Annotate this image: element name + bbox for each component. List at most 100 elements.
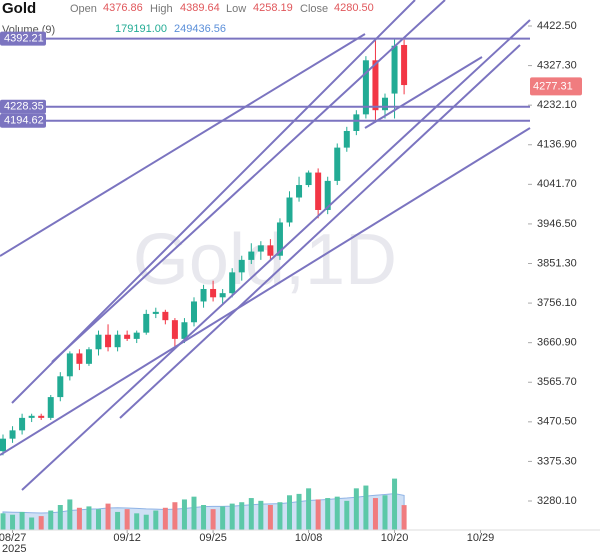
trend-line bbox=[364, 56, 483, 129]
volume-bar bbox=[19, 511, 25, 530]
candle-body bbox=[315, 172, 322, 210]
y-tick-label: 3946.50 bbox=[537, 218, 577, 230]
volume-bar bbox=[229, 503, 235, 530]
level-badge bbox=[0, 31, 46, 46]
candle-body bbox=[381, 97, 388, 111]
volume-bar bbox=[67, 499, 73, 530]
candle-body bbox=[133, 332, 140, 339]
candle-body bbox=[162, 311, 169, 321]
volume-bar bbox=[115, 511, 121, 530]
candle-body bbox=[401, 44, 408, 86]
volume-bar bbox=[38, 516, 44, 530]
volume-bar bbox=[210, 509, 216, 530]
legend-value: 4389.64 bbox=[180, 2, 220, 14]
candle-body bbox=[124, 334, 131, 339]
trend-line bbox=[0, 33, 366, 257]
volume-bar bbox=[277, 502, 283, 530]
plot bbox=[0, 39, 408, 531]
volume-bar bbox=[306, 488, 312, 530]
volume-bar bbox=[248, 498, 254, 530]
legend-value: 4280.50 bbox=[334, 2, 374, 14]
volume-bar bbox=[363, 485, 369, 530]
level-badge bbox=[0, 99, 46, 114]
candle-body bbox=[66, 353, 73, 377]
volume-bar bbox=[201, 505, 207, 530]
volume-bar bbox=[0, 513, 6, 530]
candle-body bbox=[181, 322, 188, 339]
candle-body bbox=[38, 415, 45, 418]
candle-body bbox=[372, 60, 379, 111]
candle-body bbox=[19, 417, 26, 431]
level-label: 4392.21 bbox=[4, 32, 44, 44]
x-tick-label: 10/08 bbox=[295, 532, 323, 544]
volume-bar bbox=[239, 502, 245, 530]
candle-body bbox=[334, 147, 341, 181]
volume-bar bbox=[86, 506, 92, 530]
volume-bar bbox=[401, 505, 407, 530]
candle-body bbox=[0, 438, 6, 452]
volume-bar bbox=[143, 514, 149, 530]
y-tick-label: 4136.90 bbox=[537, 139, 577, 151]
volume-bar bbox=[334, 496, 340, 530]
candle-body bbox=[190, 301, 197, 323]
volume-bar bbox=[296, 493, 302, 530]
y-tick-label: 3470.50 bbox=[537, 416, 577, 428]
volume-bar bbox=[392, 478, 398, 530]
volume-bar bbox=[372, 498, 378, 530]
volume-bar bbox=[134, 513, 140, 530]
volume-bar bbox=[124, 509, 130, 530]
candle-body bbox=[200, 288, 207, 302]
candle-body bbox=[171, 320, 178, 339]
volume-bar bbox=[286, 495, 292, 530]
candle-body bbox=[76, 353, 83, 364]
candle-body bbox=[391, 45, 398, 94]
y-tick-label: 4232.10 bbox=[537, 99, 577, 111]
volume-bar bbox=[29, 517, 35, 530]
candle-body bbox=[296, 185, 303, 198]
volume-bar bbox=[191, 496, 197, 530]
volume-bar bbox=[48, 510, 54, 530]
candle-body bbox=[248, 251, 255, 260]
y-tick-label: 4422.50 bbox=[537, 20, 577, 32]
x-tick-label: 08/27 bbox=[0, 532, 26, 544]
volume-bar bbox=[153, 510, 159, 530]
legend-label: Low bbox=[226, 3, 246, 15]
x-tick-label: 09/12 bbox=[113, 532, 141, 544]
candle-body bbox=[210, 288, 217, 298]
volume-bar bbox=[57, 505, 63, 530]
candle-body bbox=[85, 349, 92, 364]
candle-body bbox=[238, 259, 245, 273]
candle-body bbox=[57, 376, 64, 398]
volume-bar bbox=[95, 509, 101, 530]
candle-body bbox=[47, 397, 54, 418]
candle-body bbox=[362, 60, 369, 115]
candle-body bbox=[324, 180, 331, 210]
volume-value: 179191.00 bbox=[115, 23, 167, 35]
last-price-label: 4277.31 bbox=[533, 80, 573, 92]
watermark: Gold,1D bbox=[133, 220, 397, 300]
candle-body bbox=[95, 334, 102, 350]
candle-body bbox=[276, 222, 283, 256]
legend-label: Close bbox=[300, 3, 328, 15]
candle-body bbox=[257, 245, 264, 252]
volume-bar bbox=[325, 498, 331, 530]
x-tick-label: 10/29 bbox=[467, 532, 495, 544]
legend-value: 4376.86 bbox=[103, 2, 143, 14]
title: Gold bbox=[2, 0, 36, 17]
y-tick-label: 3375.30 bbox=[537, 455, 577, 467]
candle-body bbox=[219, 293, 226, 298]
legend-value: 4258.19 bbox=[253, 2, 293, 14]
volume-bar bbox=[181, 499, 187, 530]
volume-bar bbox=[315, 499, 321, 530]
y-tick-label: 4041.70 bbox=[537, 178, 577, 190]
volume-bar bbox=[10, 514, 16, 530]
volume-bar bbox=[172, 502, 178, 530]
x-tick-label: 10/20 bbox=[381, 532, 409, 544]
volume-bar bbox=[220, 506, 226, 530]
trend-line bbox=[0, 127, 531, 456]
legend-label: Open bbox=[70, 3, 97, 15]
candle-body bbox=[267, 245, 274, 256]
y-tick-label: 3280.10 bbox=[537, 495, 577, 507]
last-price-badge bbox=[530, 77, 582, 96]
